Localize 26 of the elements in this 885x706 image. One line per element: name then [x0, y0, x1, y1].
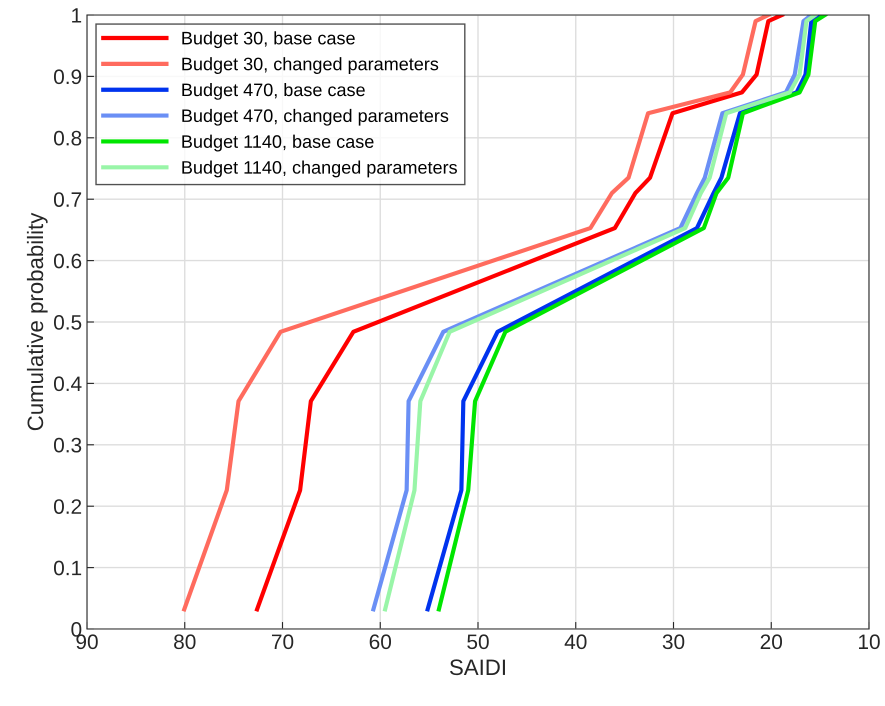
- y-tick-label: 0.1: [54, 560, 82, 576]
- y-tick-label: 1: [72, 8, 82, 23]
- y-tick-label: 0.2: [54, 499, 82, 514]
- y-tick-label: 0.6: [54, 254, 82, 268]
- x-tick-label: 10: [859, 634, 880, 650]
- legend-label: Budget 470, changed parameters: [182, 108, 448, 126]
- legend-label: Budget 470, base case: [182, 82, 365, 100]
- y-tick-label: 0.5: [54, 315, 82, 330]
- legend-label: Budget 1140, changed parameters: [182, 160, 457, 178]
- y-tick-label: 0.7: [54, 192, 82, 207]
- legend-label: Budget 30, changed parameters: [182, 57, 438, 74]
- y-axis-title: Cumulative probability: [26, 212, 48, 430]
- x-axis-title: SAIDI: [450, 659, 505, 676]
- x-tick-label: 20: [760, 634, 782, 650]
- y-tick-label: 0.3: [54, 438, 82, 453]
- x-tick-label: 70: [272, 634, 294, 650]
- y-tick-label: 0.8: [54, 130, 82, 146]
- x-tick-label: 40: [564, 634, 587, 650]
- x-tick-label: 60: [370, 634, 392, 650]
- x-tick-label: 80: [174, 634, 196, 650]
- legend-label: Budget 1140, base case: [182, 134, 374, 152]
- y-tick-label: 0.9: [54, 69, 82, 84]
- y-tick-label: 0.4: [54, 376, 82, 392]
- legend-label: Budget 30, base case: [182, 31, 355, 48]
- x-tick-label: 50: [467, 634, 489, 650]
- x-tick-label: 30: [662, 634, 684, 650]
